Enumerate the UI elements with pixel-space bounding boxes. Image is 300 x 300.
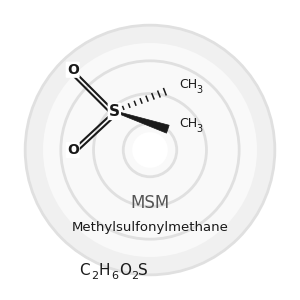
Circle shape xyxy=(104,104,196,196)
Text: H: H xyxy=(99,263,110,278)
Text: 2: 2 xyxy=(91,271,98,281)
Polygon shape xyxy=(114,111,169,133)
Circle shape xyxy=(94,94,206,206)
Circle shape xyxy=(25,25,275,275)
Text: S: S xyxy=(138,263,148,278)
Circle shape xyxy=(25,25,275,275)
Circle shape xyxy=(123,123,177,177)
Text: O: O xyxy=(67,63,79,77)
Text: 3: 3 xyxy=(196,85,202,95)
Circle shape xyxy=(61,61,239,239)
Text: 2: 2 xyxy=(131,271,138,281)
Text: Methylsulfonylmethane: Methylsulfonylmethane xyxy=(72,221,228,234)
Circle shape xyxy=(76,76,224,224)
Circle shape xyxy=(43,43,257,257)
Circle shape xyxy=(61,61,239,239)
Text: CH: CH xyxy=(180,78,198,91)
Circle shape xyxy=(123,123,177,177)
Circle shape xyxy=(132,132,168,168)
Circle shape xyxy=(94,94,206,206)
Text: 3: 3 xyxy=(196,124,202,134)
Text: 6: 6 xyxy=(111,271,118,281)
Text: O: O xyxy=(67,143,79,157)
Text: MSM: MSM xyxy=(130,194,170,212)
Text: S: S xyxy=(109,104,120,119)
Text: CH: CH xyxy=(180,117,198,130)
Text: O: O xyxy=(119,263,131,278)
Text: C: C xyxy=(79,263,89,278)
